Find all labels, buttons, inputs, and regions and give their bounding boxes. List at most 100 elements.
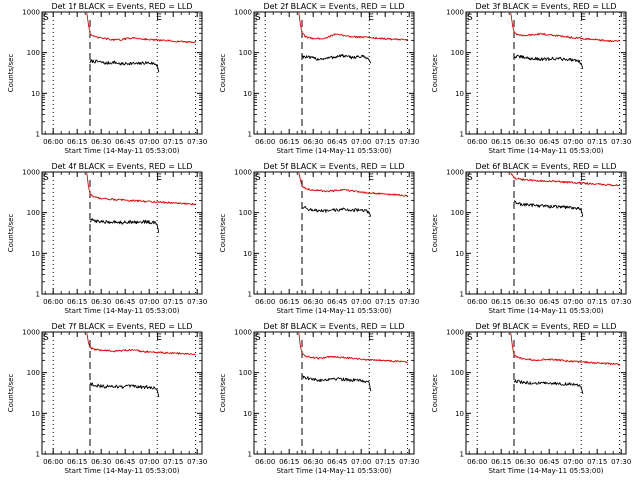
y-tick-label: 100 bbox=[451, 209, 464, 217]
end-marker: E bbox=[580, 173, 586, 183]
chart-title: Det 8f BLACK = Events, RED = LLD bbox=[263, 322, 404, 331]
y-tick-label: 10 bbox=[31, 250, 40, 258]
x-tick-label: 06:15 bbox=[491, 138, 511, 146]
y-tick-label: 10 bbox=[243, 410, 252, 418]
series-line-lld bbox=[298, 332, 409, 363]
y-tick-label: 1000 bbox=[446, 169, 464, 177]
x-tick-label: 06:30 bbox=[515, 298, 535, 306]
series-line-events bbox=[513, 54, 584, 69]
y-axis-label: Counts/sec bbox=[7, 54, 15, 93]
x-tick-label: 07:00 bbox=[563, 298, 583, 306]
end-marker: E bbox=[368, 173, 374, 183]
x-tick-label: 06:00 bbox=[467, 458, 487, 466]
plot-frame bbox=[253, 11, 415, 135]
y-axis-label: Counts/sec bbox=[7, 214, 15, 253]
x-tick-label: 06:00 bbox=[255, 138, 275, 146]
y-tick-label: 1000 bbox=[22, 329, 40, 337]
series-line-events bbox=[513, 379, 584, 395]
chart-title: Det 1f BLACK = Events, RED = LLD bbox=[51, 2, 192, 11]
x-tick-label: 07:00 bbox=[139, 458, 159, 466]
y-tick-label: 1 bbox=[36, 291, 40, 299]
x-tick-label: 06:45 bbox=[539, 138, 559, 146]
y-tick-label: 100 bbox=[27, 369, 40, 377]
chart-panel-1: Det 1f BLACK = Events, RED = LLD 1 10 100 10… bbox=[7, 2, 207, 155]
x-axis-label: Start Time (14-May-11 05:53:00) bbox=[276, 147, 391, 155]
x-tick-label: 06:00 bbox=[467, 138, 487, 146]
x-tick-label: 06:45 bbox=[327, 458, 347, 466]
series-line-lld bbox=[86, 172, 196, 206]
x-tick-label: 06:30 bbox=[303, 458, 323, 466]
series-line-lld bbox=[298, 172, 408, 197]
x-tick-label: 06:45 bbox=[115, 298, 135, 306]
x-tick-label: 07:00 bbox=[351, 458, 371, 466]
y-tick-label: 1000 bbox=[234, 9, 252, 17]
series-line-events bbox=[301, 375, 372, 392]
y-tick-label: 10 bbox=[243, 90, 252, 98]
plot-frame bbox=[41, 171, 203, 295]
series-line-lld bbox=[298, 12, 409, 41]
y-tick-label: 100 bbox=[239, 209, 252, 217]
series-line-lld bbox=[510, 172, 620, 187]
x-tick-label: 06:00 bbox=[255, 298, 275, 306]
series-line-lld bbox=[510, 332, 621, 366]
x-tick-label: 07:15 bbox=[375, 138, 395, 146]
x-tick-label: 07:30 bbox=[611, 298, 631, 306]
y-tick-label: 1000 bbox=[234, 329, 252, 337]
y-axis-label: Counts/sec bbox=[431, 374, 439, 413]
chart-panel-9: Det 9f BLACK = Events, RED = LLD 1 10 100 10… bbox=[431, 322, 631, 475]
y-tick-label: 10 bbox=[455, 250, 464, 258]
x-tick-label: 06:30 bbox=[303, 298, 323, 306]
start-marker: S bbox=[43, 333, 49, 343]
x-tick-label: 07:15 bbox=[587, 458, 607, 466]
x-tick-label: 07:00 bbox=[351, 298, 371, 306]
x-tick-label: 07:30 bbox=[187, 138, 207, 146]
plot-frame bbox=[465, 331, 627, 455]
chart-panel-8: Det 8f BLACK = Events, RED = LLD 1 10 100 10… bbox=[219, 322, 419, 475]
y-axis-label: Counts/sec bbox=[7, 374, 15, 413]
plot-frame bbox=[465, 171, 627, 295]
x-tick-label: 07:30 bbox=[187, 298, 207, 306]
x-axis-label: Start Time (14-May-11 05:53:00) bbox=[64, 307, 179, 315]
y-tick-label: 1000 bbox=[22, 169, 40, 177]
x-tick-label: 06:15 bbox=[279, 138, 299, 146]
x-axis-label: Start Time (14-May-11 05:53:00) bbox=[276, 307, 391, 315]
end-marker: E bbox=[368, 13, 374, 23]
chart-panel-4: Det 4f BLACK = Events, RED = LLD 1 10 100 10… bbox=[7, 162, 207, 315]
series-line-lld bbox=[86, 12, 197, 44]
x-axis-label: Start Time (14-May-11 05:53:00) bbox=[488, 307, 603, 315]
x-tick-label: 06:00 bbox=[467, 298, 487, 306]
y-tick-label: 10 bbox=[455, 90, 464, 98]
x-axis-label: Start Time (14-May-11 05:53:00) bbox=[64, 147, 179, 155]
x-tick-label: 07:30 bbox=[611, 458, 631, 466]
x-tick-label: 06:00 bbox=[43, 458, 63, 466]
y-tick-label: 1 bbox=[248, 451, 252, 459]
y-axis-label: Counts/sec bbox=[431, 214, 439, 253]
series-line-events bbox=[89, 218, 160, 233]
x-tick-label: 06:15 bbox=[491, 458, 511, 466]
x-tick-label: 07:00 bbox=[563, 138, 583, 146]
y-tick-label: 1000 bbox=[22, 9, 40, 17]
x-tick-label: 07:30 bbox=[611, 138, 631, 146]
plot-frame bbox=[465, 11, 627, 135]
series-line-events bbox=[513, 200, 584, 217]
x-tick-label: 07:15 bbox=[375, 298, 395, 306]
x-tick-label: 07:15 bbox=[163, 298, 183, 306]
x-tick-label: 07:30 bbox=[187, 458, 207, 466]
x-tick-label: 07:30 bbox=[399, 138, 419, 146]
y-tick-label: 1 bbox=[248, 291, 252, 299]
x-tick-label: 07:00 bbox=[139, 298, 159, 306]
plot-frame bbox=[253, 331, 415, 455]
x-tick-label: 06:15 bbox=[67, 458, 87, 466]
series-line-events bbox=[301, 53, 372, 64]
start-marker: S bbox=[467, 333, 473, 343]
start-marker: S bbox=[255, 173, 261, 183]
x-tick-label: 06:15 bbox=[491, 298, 511, 306]
y-tick-label: 1 bbox=[36, 131, 40, 139]
start-marker: S bbox=[255, 13, 261, 23]
series-line-events bbox=[301, 205, 372, 217]
x-axis-label: Start Time (14-May-11 05:53:00) bbox=[488, 467, 603, 475]
x-tick-label: 06:30 bbox=[515, 458, 535, 466]
y-tick-label: 1000 bbox=[234, 169, 252, 177]
x-tick-label: 06:30 bbox=[91, 298, 111, 306]
x-tick-label: 07:15 bbox=[375, 458, 395, 466]
